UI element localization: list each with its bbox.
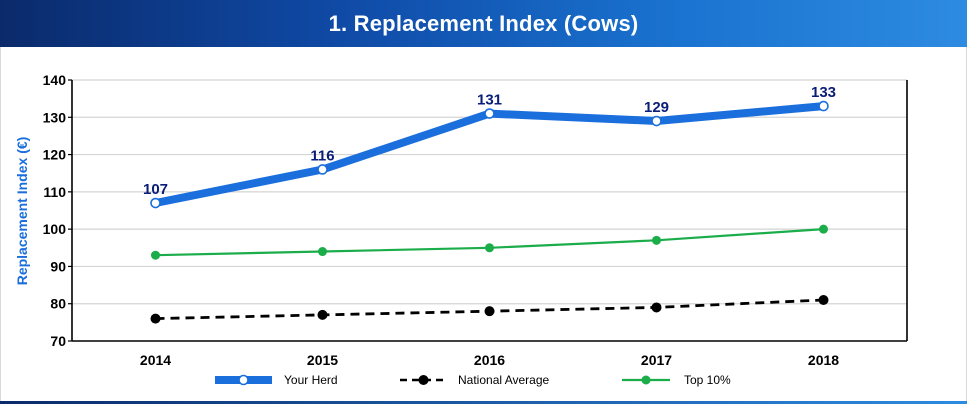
series-your-herd: 107 116 131 129 133 <box>143 84 836 209</box>
x-tick-label: 2015 <box>307 352 338 368</box>
y-tick-label: 80 <box>50 296 66 312</box>
legend-label: Top 10% <box>684 373 731 387</box>
x-tick-label: 2014 <box>140 352 171 368</box>
legend-label: Your Herd <box>284 373 338 387</box>
data-point <box>484 108 495 119</box>
data-point <box>318 247 327 257</box>
series-top-10- <box>151 224 828 260</box>
bottom-rule <box>0 401 967 404</box>
data-point <box>651 302 662 313</box>
x-tick-label: 2017 <box>641 352 672 368</box>
data-label: 129 <box>644 99 669 116</box>
axes <box>68 79 908 342</box>
data-point <box>150 197 161 209</box>
y-tick-label: 110 <box>43 184 66 200</box>
data-point <box>484 306 495 317</box>
data-point <box>819 224 828 234</box>
y-tick-label: 90 <box>50 258 66 274</box>
data-point <box>485 243 494 253</box>
data-point <box>818 100 829 112</box>
data-point <box>818 294 829 305</box>
x-tick-label: 2016 <box>474 352 505 368</box>
y-tick-labels: 70 80 90 100 110 120 130 140 <box>43 72 67 349</box>
data-label: 116 <box>310 147 334 164</box>
legend-label: National Average <box>458 373 550 387</box>
legend-item: Your Herd <box>215 373 338 387</box>
data-point <box>151 250 160 260</box>
series-layer: 107 116 131 129 133 <box>143 84 836 324</box>
chart-header: 1. Replacement Index (Cows) <box>0 0 967 47</box>
y-tick-label: 140 <box>43 72 67 88</box>
legend-marker <box>641 375 651 385</box>
series-national-average <box>150 294 829 324</box>
y-tick-label: 120 <box>43 147 67 163</box>
y-tick-label: 100 <box>43 221 67 237</box>
data-label: 133 <box>811 84 836 101</box>
y-tick-label: 130 <box>43 109 67 125</box>
legend: Your Herd National Average Top 10% <box>215 373 731 387</box>
legend-marker <box>418 375 429 385</box>
data-point <box>317 164 328 175</box>
legend-marker <box>238 374 249 386</box>
y-axis-label: Replacement Index (€) <box>14 137 30 286</box>
legend-item: National Average <box>400 373 550 387</box>
data-label: 131 <box>477 92 502 109</box>
y-tick-label: 70 <box>50 333 66 349</box>
data-point <box>651 115 662 127</box>
legend-item: Top 10% <box>622 373 731 387</box>
chart-title: 1. Replacement Index (Cows) <box>328 10 639 36</box>
data-label: 107 <box>143 181 168 198</box>
chart-area: 70 80 90 100 110 120 130 140 2014 2015 2016 2017 20… <box>0 47 967 404</box>
data-point <box>652 235 661 245</box>
data-point <box>150 313 161 324</box>
x-tick-label: 2018 <box>808 352 839 368</box>
x-tick-labels: 2014 2015 2016 2017 2018 <box>140 352 839 368</box>
data-point <box>317 309 328 320</box>
